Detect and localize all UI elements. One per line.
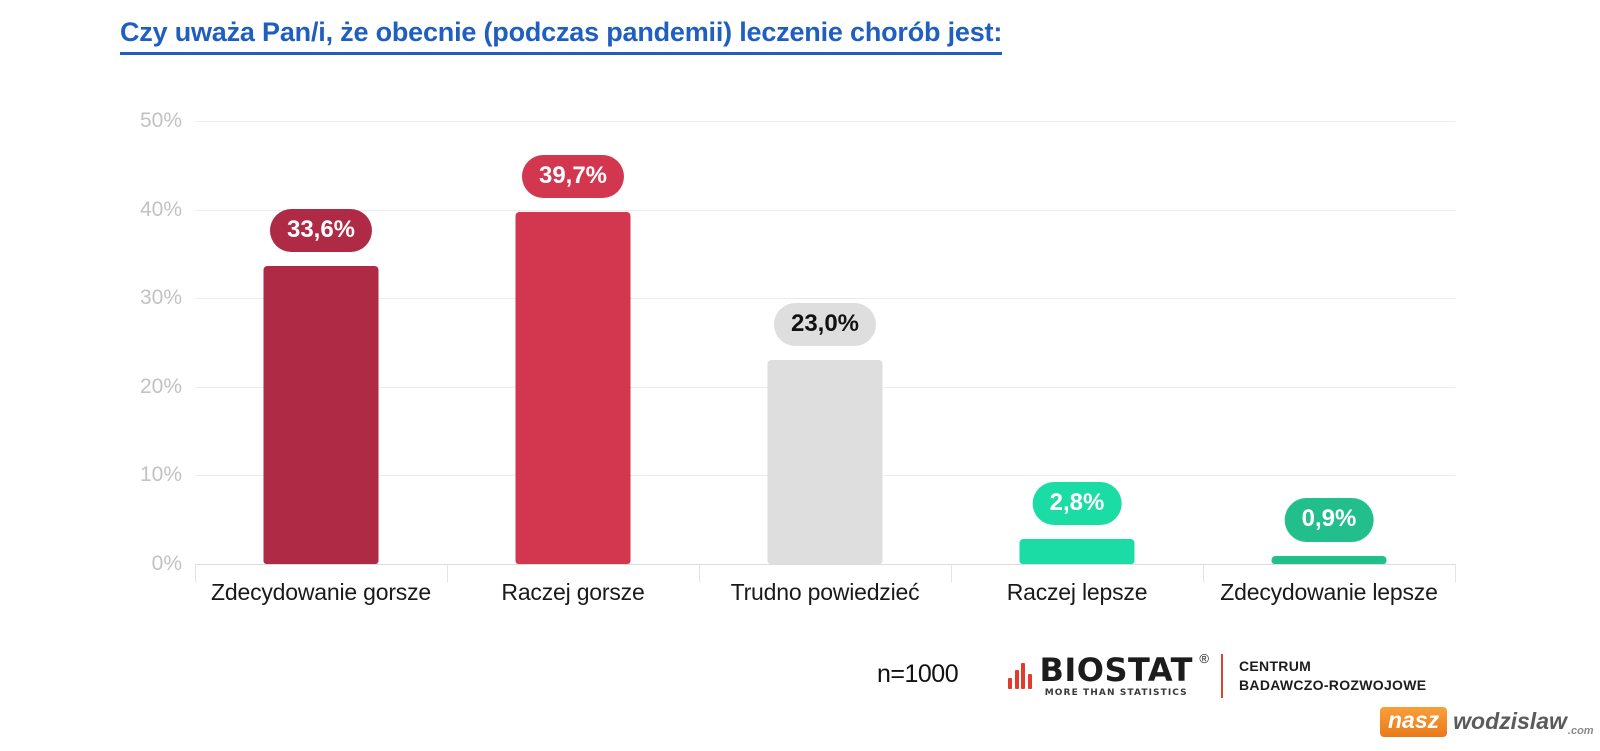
- bar[interactable]: [767, 360, 883, 564]
- bar[interactable]: [1019, 539, 1135, 564]
- bar-value-label: 23,0%: [773, 302, 877, 347]
- page-title: Czy uważa Pan/i, że obecnie (podczas pan…: [120, 16, 1002, 55]
- logo-divider: [1221, 654, 1223, 698]
- bar-value-label: 2,8%: [1032, 481, 1122, 526]
- x-axis-category-label: Raczej lepsze: [1006, 579, 1148, 605]
- chart-footer: n=1000 BIOSTAT ® MORE THAN STATISTICS CE…: [0, 648, 1600, 708]
- x-axis-category-label: Trudno powiedzieć: [730, 579, 920, 605]
- x-axis-tick: [1203, 564, 1204, 582]
- watermark-part-wodzislaw: wodzislaw: [1453, 708, 1567, 735]
- gridline: [195, 209, 1455, 211]
- gridline: [195, 564, 1455, 565]
- y-axis-tick-label: 50%: [139, 109, 182, 132]
- x-axis: Zdecydowanie gorsze Raczej gorsze Trudno p…: [195, 564, 1456, 624]
- y-axis-tick-label: 30%: [139, 286, 182, 310]
- bar-group: 33,6%: [195, 121, 447, 564]
- bar-group: 0,9%: [1203, 121, 1455, 564]
- site-watermark: nasz wodzislaw .com: [1376, 704, 1598, 740]
- logo-tagline: MORE THAN STATISTICS: [1044, 688, 1188, 698]
- watermark-part-nasz: nasz: [1380, 707, 1448, 737]
- bar[interactable]: [263, 266, 379, 564]
- x-axis-category-label: Zdecydowanie gorsze: [211, 579, 431, 605]
- bar-group: 2,8%: [951, 121, 1203, 564]
- bar[interactable]: [1271, 556, 1387, 564]
- watermark-part-com: .com: [1567, 725, 1594, 737]
- registered-trademark-icon: ®: [1199, 651, 1209, 666]
- bar-chart-icon: [1008, 663, 1032, 689]
- logo-subtitle: CENTRUM BADAWCZO-ROZWOJOWE: [1239, 657, 1426, 695]
- x-axis-category-label: Zdecydowanie lepsze: [1220, 579, 1438, 605]
- sample-size-label: n=1000: [877, 660, 959, 688]
- y-axis-tick-label: 40%: [139, 197, 182, 221]
- y-axis-tick-label: 0%: [151, 552, 182, 575]
- x-axis-tick: [195, 564, 196, 582]
- bar-value-label: 39,7%: [521, 154, 625, 199]
- logo-name: BIOSTAT: [1039, 651, 1193, 689]
- logo-wordmark: BIOSTAT ® MORE THAN STATISTICS: [1039, 651, 1210, 698]
- x-axis-category-label: Raczej gorsze: [501, 579, 645, 605]
- logo-subtitle-line-2: BADAWCZO-ROZWOJOWE: [1239, 677, 1427, 693]
- bar-value-label: 33,6%: [269, 208, 373, 253]
- x-axis-tick: [447, 564, 448, 582]
- gridline: [195, 121, 1455, 122]
- x-axis-tick: [699, 564, 700, 582]
- y-axis-tick-label: 10%: [139, 463, 182, 487]
- logo-subtitle-line-1: CENTRUM: [1239, 658, 1312, 675]
- y-axis-tick-label: 20%: [139, 374, 182, 398]
- bar-group: 23,0%: [699, 121, 951, 564]
- bar-value-label: 0,9%: [1284, 498, 1374, 543]
- bar[interactable]: [515, 212, 631, 564]
- x-axis-tick: [951, 564, 952, 582]
- gridline: [195, 298, 1455, 300]
- bar-group: 39,7%: [447, 121, 699, 564]
- biostat-logo: BIOSTAT ® MORE THAN STATISTICS CENTRUM B…: [1008, 650, 1426, 702]
- x-axis-tick: [1455, 564, 1456, 582]
- bar-series: 33,6% 39,7% 23,0% 2,8% 0,9%: [195, 121, 1455, 564]
